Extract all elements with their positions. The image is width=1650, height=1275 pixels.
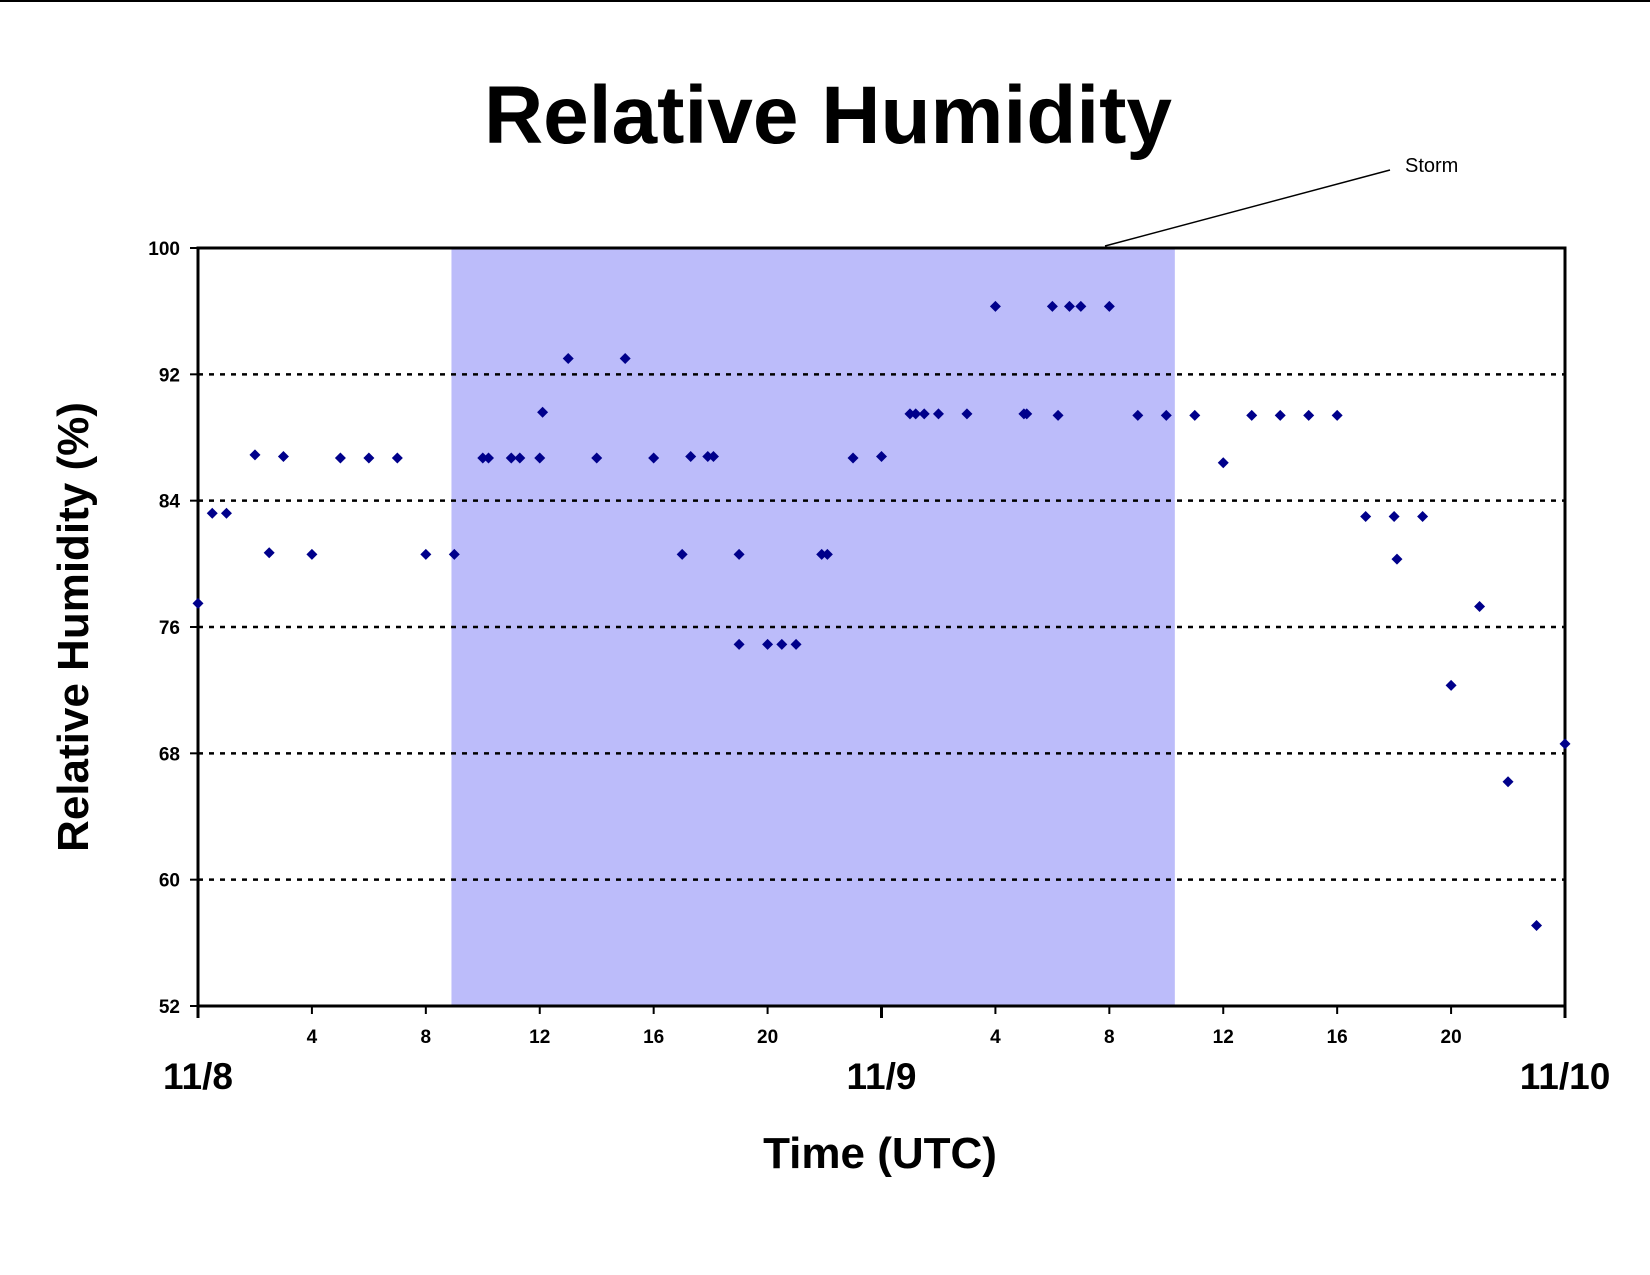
data-point-54 bbox=[1303, 409, 1315, 421]
data-point-40 bbox=[989, 300, 1001, 312]
data-point-56 bbox=[1360, 510, 1372, 522]
data-point-26 bbox=[733, 548, 745, 560]
data-point-29 bbox=[776, 638, 788, 650]
data-point-24 bbox=[702, 450, 714, 462]
x-tick-label-44: 20 bbox=[1441, 1027, 1462, 1048]
data-point-39 bbox=[961, 408, 973, 420]
data-point-53 bbox=[1274, 409, 1286, 421]
chart-title: Relative Humidity bbox=[484, 70, 1172, 161]
y-axis-label: Relative Humidity (%) bbox=[49, 402, 98, 852]
data-point-44 bbox=[1052, 409, 1064, 421]
y-axis-ticks: 100 92 84 76 68 60 52 bbox=[148, 239, 198, 1018]
x-tick-label-36: 12 bbox=[1213, 1027, 1234, 1048]
data-point-45 bbox=[1063, 300, 1075, 312]
x-tick-label-16: 16 bbox=[643, 1027, 664, 1048]
data-point-46 bbox=[1075, 300, 1087, 312]
data-point-25 bbox=[707, 450, 719, 462]
x-tick-label-28: 4 bbox=[990, 1027, 1001, 1048]
data-point-21 bbox=[648, 452, 660, 464]
data-point-27 bbox=[733, 638, 745, 650]
data-point-8 bbox=[363, 452, 375, 464]
data-point-48 bbox=[1132, 409, 1144, 421]
storm-period-shading bbox=[451, 248, 1175, 1006]
data-point-0 bbox=[192, 597, 204, 609]
data-point-11 bbox=[448, 548, 460, 560]
data-point-4 bbox=[263, 547, 275, 559]
data-point-31 bbox=[816, 548, 828, 560]
data-point-17 bbox=[537, 406, 549, 418]
storm-annotation-label: Storm bbox=[1405, 155, 1458, 177]
data-point-30 bbox=[790, 638, 802, 650]
data-point-64 bbox=[1559, 738, 1571, 750]
data-point-42 bbox=[1021, 408, 1033, 420]
data-point-2 bbox=[220, 507, 232, 519]
x-tick-label-32: 8 bbox=[1104, 1027, 1115, 1048]
data-point-60 bbox=[1445, 679, 1457, 691]
data-point-62 bbox=[1502, 776, 1514, 788]
data-point-1 bbox=[206, 507, 218, 519]
x-tick-label-4: 4 bbox=[307, 1027, 318, 1048]
data-point-59 bbox=[1417, 510, 1429, 522]
data-point-18 bbox=[562, 353, 574, 365]
top-border bbox=[0, 0, 1650, 2]
data-point-32 bbox=[821, 548, 833, 560]
data-point-15 bbox=[514, 452, 526, 464]
storm-annotation-leader bbox=[1104, 169, 1391, 247]
data-point-28 bbox=[762, 638, 774, 650]
x-tick-label-12: 12 bbox=[529, 1027, 550, 1048]
day-label-0: 11/8 bbox=[163, 1056, 233, 1097]
data-point-20 bbox=[619, 353, 631, 365]
data-point-19 bbox=[591, 452, 603, 464]
data-point-3 bbox=[249, 449, 261, 461]
x-axis-label: Time (UTC) bbox=[763, 1129, 997, 1178]
data-point-52 bbox=[1246, 409, 1258, 421]
data-point-34 bbox=[876, 450, 887, 462]
y-tick-label-92: 92 bbox=[159, 365, 180, 386]
x-tick-label-40: 16 bbox=[1327, 1027, 1348, 1048]
data-points bbox=[192, 300, 1571, 931]
x-axis-ticks: 4 8 12 16 20 4 8 12 16 20 bbox=[307, 1006, 1462, 1048]
data-point-6 bbox=[306, 548, 318, 560]
data-point-50 bbox=[1189, 409, 1201, 421]
y-tick-label-52: 52 bbox=[159, 997, 180, 1018]
y-tick-label-60: 60 bbox=[159, 871, 180, 892]
day-label-48: 11/10 bbox=[1520, 1056, 1611, 1097]
data-point-33 bbox=[847, 452, 859, 464]
data-point-7 bbox=[334, 452, 346, 464]
x-tick-label-20: 20 bbox=[757, 1027, 778, 1048]
data-point-43 bbox=[1046, 300, 1058, 312]
y-tick-label-84: 84 bbox=[159, 492, 181, 513]
data-point-13 bbox=[482, 452, 494, 464]
x-tick-label-8: 8 bbox=[421, 1027, 432, 1048]
data-point-22 bbox=[676, 548, 688, 560]
data-point-58 bbox=[1391, 553, 1403, 565]
data-point-61 bbox=[1474, 600, 1486, 612]
gridlines bbox=[198, 373, 1565, 881]
data-point-38 bbox=[932, 408, 944, 420]
data-point-47 bbox=[1103, 300, 1115, 312]
data-point-12 bbox=[477, 452, 489, 464]
data-point-14 bbox=[505, 452, 517, 464]
y-tick-label-76: 76 bbox=[159, 618, 180, 639]
data-point-10 bbox=[420, 548, 432, 560]
data-point-51 bbox=[1217, 457, 1229, 469]
data-point-49 bbox=[1160, 409, 1172, 421]
day-label-24: 11/9 bbox=[847, 1056, 917, 1097]
data-point-35 bbox=[904, 408, 916, 420]
data-point-23 bbox=[685, 450, 697, 462]
data-point-9 bbox=[391, 452, 403, 464]
data-point-55 bbox=[1331, 409, 1343, 421]
data-point-16 bbox=[534, 452, 546, 464]
y-tick-label-68: 68 bbox=[159, 744, 180, 765]
day-labels: 11/8 11/9 11/10 bbox=[163, 1006, 1610, 1097]
y-tick-label-100: 100 bbox=[148, 239, 180, 260]
data-point-63 bbox=[1531, 919, 1543, 931]
data-point-57 bbox=[1388, 510, 1400, 522]
data-point-5 bbox=[277, 450, 289, 462]
data-point-37 bbox=[918, 408, 930, 420]
data-point-36 bbox=[910, 408, 922, 420]
